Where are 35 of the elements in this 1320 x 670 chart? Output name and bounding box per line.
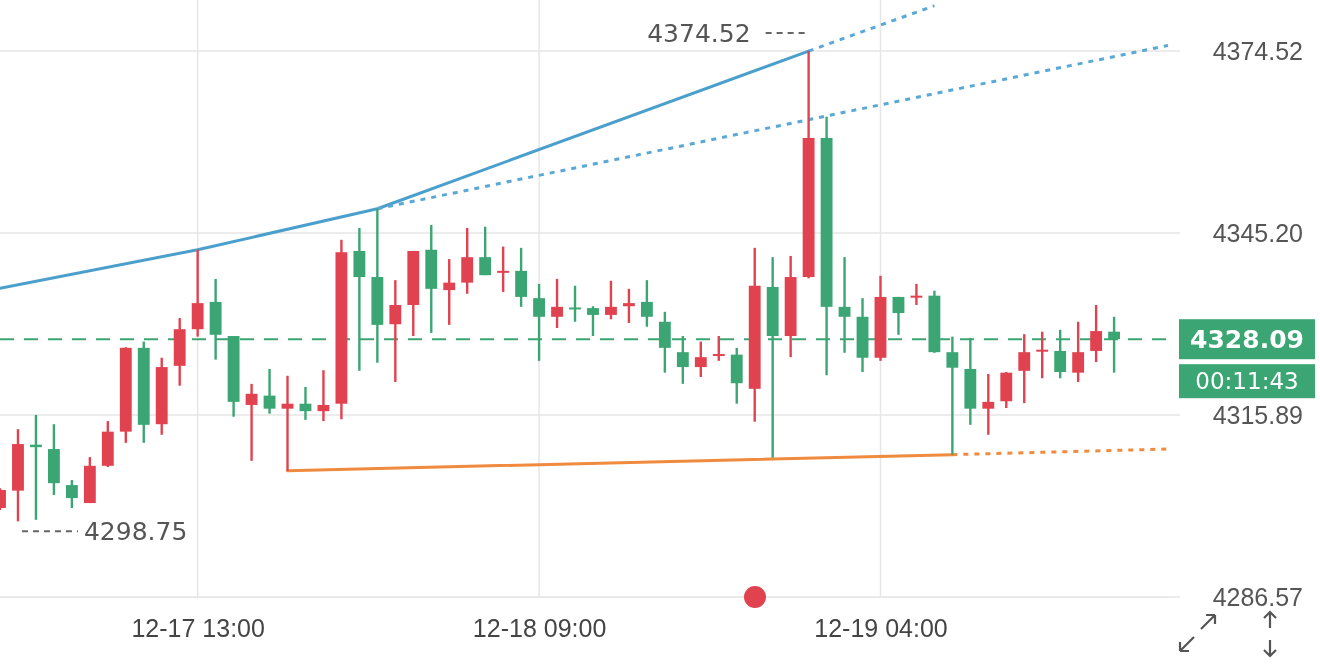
candlestick: [65, 478, 78, 510]
y-tick-label: 4286.57: [1212, 583, 1303, 612]
line-series: [0, 49, 811, 290]
candlestick: [712, 334, 725, 363]
candlestick: [263, 367, 276, 415]
candlestick: [443, 257, 456, 327]
candlestick: [910, 282, 923, 307]
candlestick: [587, 305, 599, 338]
ref-line-label: 4328.09: [1190, 324, 1304, 354]
candlestick: [1036, 330, 1049, 380]
text: 00:11:43: [1195, 368, 1299, 395]
candlestick: [245, 382, 258, 463]
x-tick-label: 12-18 09:00: [472, 613, 607, 642]
candlestick: [640, 278, 653, 328]
candlestick: [892, 295, 905, 336]
candlestick: [569, 284, 581, 323]
x-tick-label: 12-17 13:00: [131, 613, 265, 642]
candlestick: [479, 225, 492, 277]
candlestick: [551, 277, 563, 330]
candlestick: [389, 278, 402, 384]
annotation: 4374.52: [647, 18, 751, 48]
candlestick: [982, 372, 995, 436]
candlestick: [1018, 332, 1031, 405]
candlestick: [281, 374, 294, 472]
candlestick: [497, 245, 510, 294]
candlestick: [1072, 320, 1085, 384]
candlestick: [622, 287, 635, 325]
x-tick-label: 12-19 04:00: [814, 613, 948, 642]
candlestick: [605, 279, 617, 321]
y-tick-label: 4315.89: [1212, 401, 1303, 430]
y-tick-label: 4374.52: [1212, 37, 1303, 66]
annotation: 4298.75: [83, 517, 188, 547]
candlestick: [1090, 303, 1103, 364]
y-tick-label: 4345.20: [1212, 219, 1303, 248]
candlestick: [694, 340, 707, 379]
